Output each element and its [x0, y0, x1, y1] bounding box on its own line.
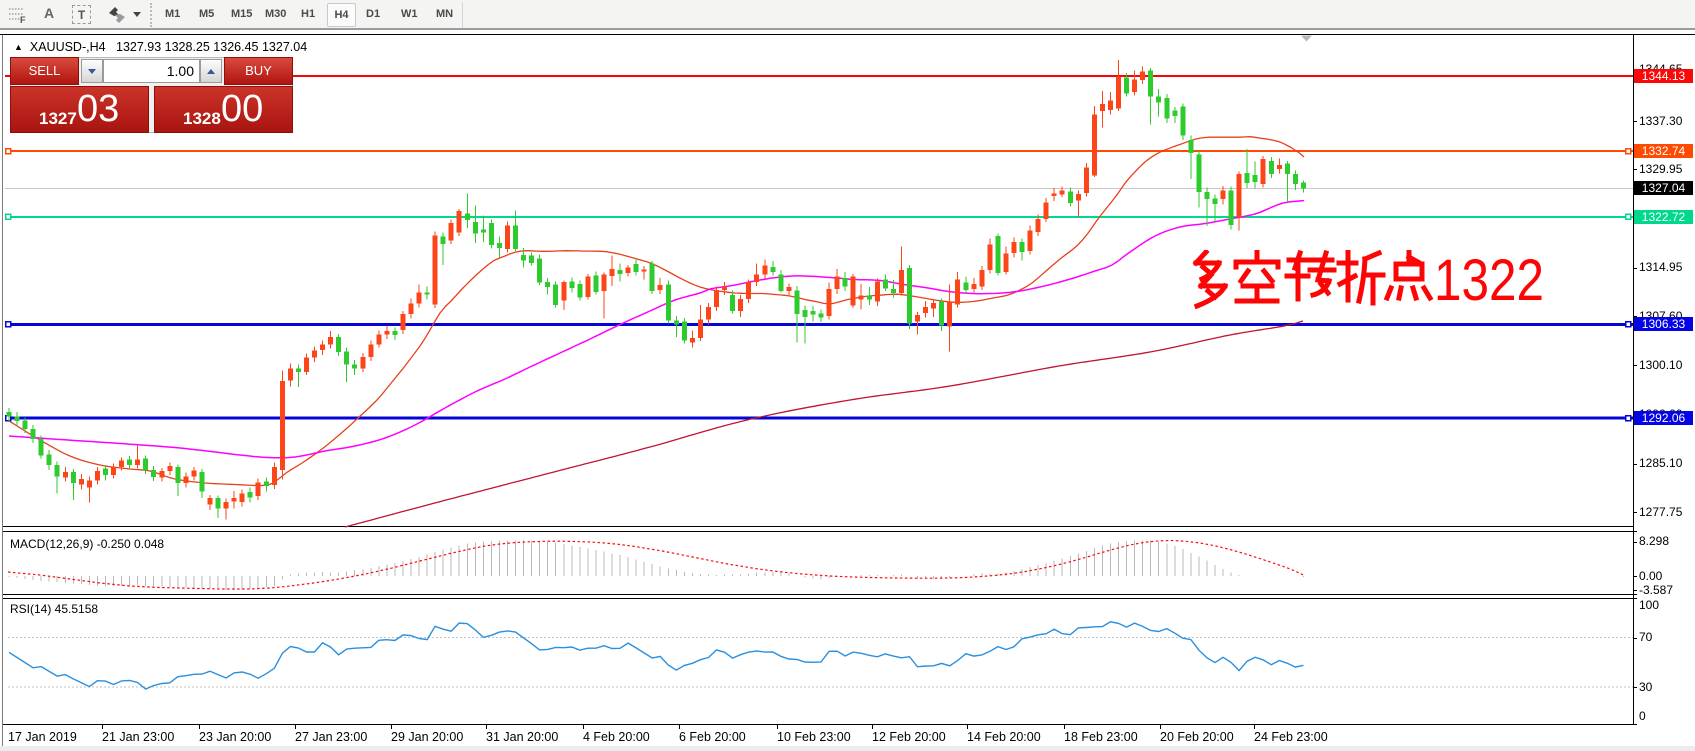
svg-text:1322: 1322: [1434, 250, 1544, 312]
svg-text:F: F: [20, 15, 26, 24]
